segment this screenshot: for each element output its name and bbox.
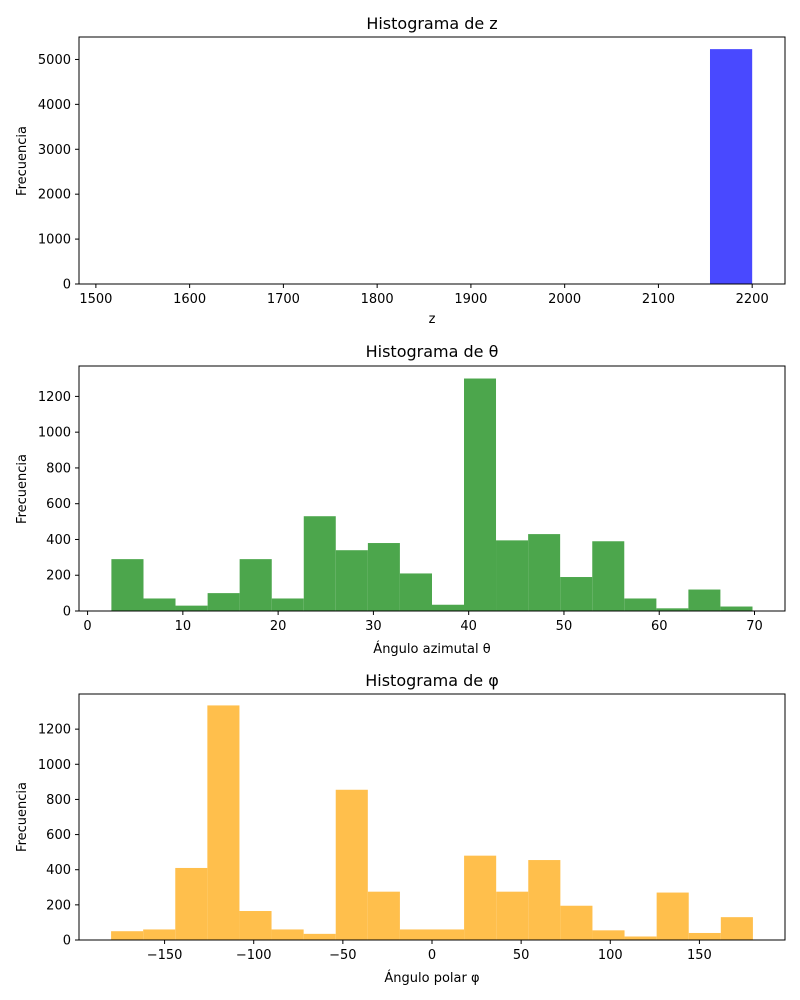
xtick-label-theta-5: 50 — [556, 619, 573, 634]
bar-phi-2 — [175, 867, 208, 940]
xtick-label-z-7: 2200 — [736, 292, 769, 307]
bar-theta-1 — [143, 598, 176, 611]
bar-theta-4 — [239, 559, 272, 611]
ytick-label-z-5: 5000 — [38, 53, 71, 68]
bar-theta-2 — [175, 605, 208, 611]
ytick-label-z-1: 1000 — [38, 233, 71, 248]
xtick-label-phi-5: 100 — [598, 948, 623, 963]
bar-phi-1 — [143, 929, 176, 940]
bar-theta-7 — [335, 550, 368, 611]
ytick-label-phi-4: 800 — [46, 793, 71, 808]
plot-frame-theta — [78, 365, 786, 612]
xtick-label-theta-4: 40 — [460, 619, 477, 634]
bar-theta-14 — [560, 577, 593, 611]
bar-theta-18 — [688, 589, 721, 611]
ylabel-phi: Frecuencia — [15, 782, 30, 852]
ytick-label-z-0: 0 — [63, 278, 71, 293]
ytick-label-theta-5: 1000 — [38, 426, 71, 441]
bar-theta-19 — [720, 606, 753, 611]
ytick-label-phi-5: 1000 — [38, 758, 71, 773]
bar-phi-16 — [624, 936, 657, 940]
bar-phi-15 — [592, 930, 625, 940]
bar-theta-11 — [464, 378, 497, 611]
bar-phi-7 — [335, 789, 368, 940]
bar-phi-4 — [239, 911, 272, 940]
ytick-label-theta-6: 1200 — [38, 390, 71, 405]
ytick-label-z-2: 2000 — [38, 188, 71, 203]
ytick-label-phi-2: 400 — [46, 863, 71, 878]
bar-phi-8 — [367, 891, 400, 940]
xlabel-z: z — [429, 312, 436, 327]
ytick-label-theta-4: 800 — [46, 461, 71, 476]
ytick-label-phi-1: 200 — [46, 898, 71, 913]
bar-phi-11 — [464, 855, 497, 940]
xtick-label-phi-0: −150 — [147, 948, 183, 963]
bar-theta-6 — [303, 516, 336, 611]
xtick-label-z-5: 2000 — [548, 292, 581, 307]
xtick-label-z-3: 1800 — [361, 292, 394, 307]
bar-z-0 — [709, 49, 753, 284]
bar-theta-0 — [111, 559, 144, 611]
xtick-label-theta-7: 70 — [746, 619, 763, 634]
xtick-label-z-0: 1500 — [79, 292, 112, 307]
bar-phi-10 — [432, 929, 465, 940]
xtick-label-phi-3: 0 — [428, 948, 436, 963]
ytick-label-theta-3: 600 — [46, 497, 71, 512]
bar-phi-17 — [656, 892, 689, 940]
plot-frame-z — [78, 36, 786, 285]
histogram-z: Histograma de z z Frecuencia 1500 1600 170… — [15, 14, 786, 327]
ylabel-z: Frecuencia — [15, 126, 30, 196]
histogram-theta: Histograma de θ Ángulo azimutal θ Frecue… — [15, 342, 786, 657]
xtick-label-z-4: 1900 — [454, 292, 487, 307]
bar-phi-14 — [560, 905, 593, 940]
chart-title-phi: Histograma de φ — [365, 671, 499, 690]
xtick-label-z-6: 2100 — [642, 292, 675, 307]
bar-phi-9 — [399, 929, 432, 940]
xtick-label-phi-2: −50 — [329, 948, 356, 963]
ylabel-theta: Frecuencia — [15, 454, 30, 524]
bar-phi-18 — [688, 932, 721, 940]
bar-phi-13 — [528, 860, 561, 940]
bar-theta-5 — [271, 598, 304, 611]
bar-theta-12 — [496, 540, 529, 611]
bar-phi-0 — [111, 931, 144, 940]
bar-theta-8 — [367, 543, 400, 611]
ytick-label-phi-0: 0 — [63, 934, 71, 949]
xlabel-phi: Ángulo polar φ — [384, 970, 479, 986]
ytick-label-theta-0: 0 — [63, 605, 71, 620]
bar-theta-9 — [399, 573, 432, 611]
histogram-phi: Histograma de φ Ángulo polar φ Frecuenci… — [15, 671, 786, 986]
xtick-label-theta-2: 20 — [270, 619, 287, 634]
ytick-label-phi-3: 600 — [46, 828, 71, 843]
xtick-label-z-2: 1700 — [267, 292, 300, 307]
bar-theta-17 — [656, 608, 689, 611]
xtick-label-theta-6: 60 — [651, 619, 668, 634]
xtick-label-theta-1: 10 — [175, 619, 192, 634]
bar-phi-12 — [496, 891, 529, 940]
ytick-label-theta-2: 400 — [46, 533, 71, 548]
chart-title-theta: Histograma de θ — [366, 342, 499, 361]
xtick-label-theta-0: 0 — [83, 619, 91, 634]
bar-phi-5 — [271, 929, 304, 940]
ytick-label-z-4: 4000 — [38, 98, 71, 113]
xtick-label-phi-6: 150 — [687, 948, 712, 963]
bar-theta-13 — [528, 534, 561, 611]
bar-theta-3 — [207, 593, 240, 611]
chart-title-z: Histograma de z — [366, 14, 497, 33]
bar-theta-16 — [624, 598, 657, 611]
ytick-label-theta-1: 200 — [46, 569, 71, 584]
bar-phi-3 — [207, 705, 240, 940]
xtick-label-z-1: 1600 — [173, 292, 206, 307]
xtick-label-theta-3: 30 — [365, 619, 382, 634]
xlabel-theta: Ángulo azimutal θ — [373, 641, 490, 657]
ytick-label-phi-6: 1200 — [38, 723, 71, 738]
xtick-label-phi-1: −100 — [236, 948, 272, 963]
bar-phi-19 — [720, 917, 753, 940]
bar-phi-6 — [303, 933, 336, 940]
ytick-label-z-3: 3000 — [38, 143, 71, 158]
bar-theta-15 — [592, 541, 625, 611]
xtick-label-phi-4: 50 — [513, 948, 530, 963]
bar-theta-10 — [432, 604, 465, 611]
